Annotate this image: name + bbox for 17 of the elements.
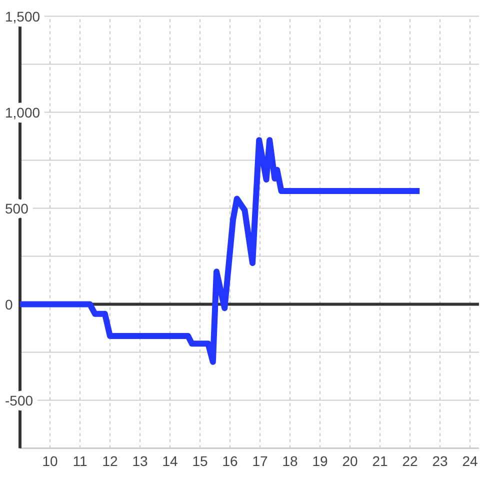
x-tick-label: 15: [192, 453, 208, 469]
x-tick-label: 12: [102, 453, 118, 469]
x-tick-label: 21: [372, 453, 388, 469]
x-tick-label: 18: [282, 453, 298, 469]
x-tick-label: 16: [222, 453, 238, 469]
x-tick-label: 23: [432, 453, 448, 469]
x-tick-label: 14: [162, 453, 178, 469]
x-tick-label: 17: [252, 453, 268, 469]
x-tick-label: 20: [342, 453, 358, 469]
x-tick-label: 19: [312, 453, 328, 469]
x-tick-label: 13: [132, 453, 148, 469]
x-tick-label: 10: [42, 453, 58, 469]
x-tick-label: 11: [72, 453, 88, 469]
x-tick-label: 22: [402, 453, 418, 469]
y-tick-label: 0: [5, 296, 13, 312]
x-tick-label: 24: [462, 453, 478, 469]
y-tick-label: 1,500: [5, 8, 40, 24]
